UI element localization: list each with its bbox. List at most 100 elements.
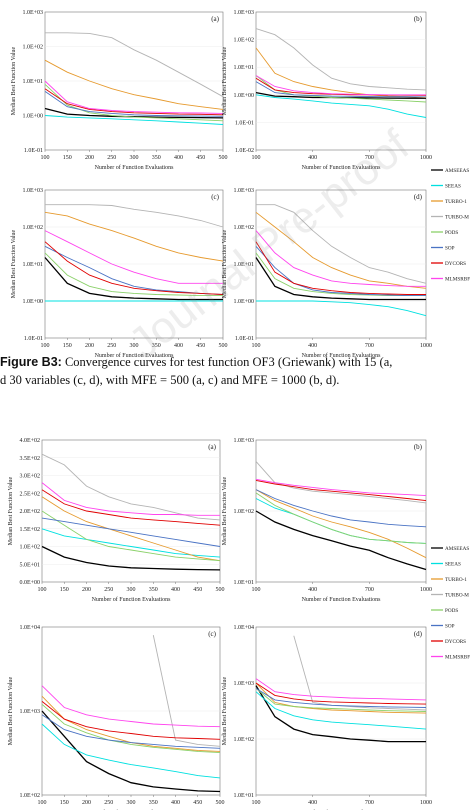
series-line-pods bbox=[41, 510, 221, 562]
y-axis-label: Median Best Function Value bbox=[11, 46, 17, 115]
panel-label: (c) bbox=[211, 193, 219, 201]
chart-panel-B3b: 1.0E-02 1.0E-01 1.0E+00 1.0E+01 1.0E+02 1.0E+… bbox=[222, 10, 432, 171]
y-tick-label: 1.0E+02 bbox=[233, 509, 254, 515]
series-line-amseeas bbox=[255, 685, 426, 743]
x-tick-label: 100 bbox=[41, 343, 50, 349]
x-tick-label: 250 bbox=[107, 343, 116, 349]
x-tick-label: 100 bbox=[252, 800, 261, 806]
x-tick-label: 350 bbox=[152, 343, 161, 349]
series-line-dycors bbox=[255, 241, 426, 295]
series-line-amseeas bbox=[255, 510, 427, 571]
y-tick-label: 5.0E+01 bbox=[19, 562, 40, 568]
figure-caption-label: Figure B3: bbox=[0, 355, 62, 369]
y-tick-label: 1.0E-01 bbox=[24, 336, 43, 342]
series-line-pods bbox=[255, 688, 427, 712]
y-tick-label: 1.0E+02 bbox=[233, 38, 254, 44]
y-tick-label: 2.0E+02 bbox=[19, 509, 40, 515]
series-line-sop bbox=[255, 688, 427, 708]
x-tick-label: 450 bbox=[193, 587, 202, 593]
series-line-mlmsrbf bbox=[41, 482, 220, 516]
x-tick-label: 100 bbox=[38, 587, 47, 593]
x-tick-label: 100 bbox=[38, 800, 47, 806]
series-line-amseeas bbox=[44, 257, 223, 301]
y-tick-label: 1.0E+03 bbox=[233, 681, 254, 687]
series-line-dycors bbox=[255, 682, 427, 705]
series-line-turbo-1 bbox=[255, 211, 427, 289]
legend: AMSEEAS SEEAS TURBO-1 TURBO-M PODS SOP DYCORS M… bbox=[431, 546, 470, 661]
x-tick-label: 200 bbox=[82, 800, 91, 806]
y-axis-label: Median Best Function Value bbox=[222, 676, 228, 745]
x-tick-label: 1000 bbox=[420, 587, 432, 593]
x-tick-label: 200 bbox=[85, 155, 94, 161]
series-line-pods bbox=[41, 703, 221, 754]
x-axis-label: Number of Function Evaluations bbox=[302, 596, 381, 603]
legend-label: TURBO-M bbox=[445, 215, 469, 221]
y-tick-label: 1.0E+00 bbox=[22, 299, 43, 305]
legend-label: SOP bbox=[445, 246, 455, 252]
series-line-seeas bbox=[41, 723, 221, 779]
y-tick-label: 1.0E+01 bbox=[233, 262, 254, 268]
y-tick-label: 1.0E+03 bbox=[233, 188, 254, 194]
x-tick-label: 500 bbox=[219, 155, 228, 161]
series-line-mlmsrbf bbox=[255, 478, 427, 497]
chart-panel-B4c: 1.0E+02 1.0E+03 1.0E+04 100 150 200 250 300 350 4… bbox=[8, 625, 225, 810]
series-line-dycors bbox=[44, 88, 224, 116]
y-axis-label: Median Best Function Value bbox=[222, 46, 228, 115]
panel-label: (a) bbox=[208, 443, 216, 451]
y-tick-label: 1.0E+02 bbox=[233, 225, 254, 231]
series-line-sop bbox=[255, 246, 426, 297]
chart-panel-B4b: 1.0E+01 1.0E+02 1.0E+03 100 400 700 1000 Number… bbox=[222, 438, 432, 603]
y-tick-label: 1.0E+02 bbox=[22, 45, 43, 51]
x-tick-label: 400 bbox=[308, 343, 317, 349]
y-axis-label: Median Best Function Value bbox=[11, 229, 17, 298]
series-line-turbo-1 bbox=[255, 489, 427, 559]
legend-label: SEEAS bbox=[445, 562, 461, 568]
series-line-turbo-m bbox=[45, 204, 224, 228]
series-line-mlmsrbf bbox=[255, 678, 427, 701]
series-line-turbo-1 bbox=[255, 682, 427, 714]
series-line-turbo-m bbox=[293, 635, 427, 711]
x-axis-label: Number of Function Evaluations bbox=[302, 352, 381, 359]
x-tick-label: 200 bbox=[85, 343, 94, 349]
y-tick-label: 1.0E-02 bbox=[235, 148, 254, 154]
series-line-dycors bbox=[255, 479, 427, 502]
y-tick-label: 1.0E+01 bbox=[233, 793, 254, 799]
series-line-turbo-1 bbox=[41, 496, 221, 562]
y-tick-label: 1.0E+03 bbox=[233, 438, 254, 444]
series-line-mlmsrbf bbox=[255, 75, 426, 96]
y-axis-label: Median Best Function Value bbox=[222, 476, 228, 545]
panel-label: (d) bbox=[414, 193, 423, 201]
legend-label: TURBO-1 bbox=[445, 199, 467, 205]
x-tick-label: 1000 bbox=[420, 155, 432, 161]
y-tick-label: 1.0E+01 bbox=[233, 580, 254, 586]
legend: AMSEEAS SEEAS TURBO-1 TURBO-M PODS SOP DYCORS M… bbox=[431, 168, 470, 283]
legend-label: AMSEEAS bbox=[445, 546, 469, 552]
series-line-pods bbox=[255, 75, 427, 103]
y-tick-label: 1.0E+02 bbox=[22, 225, 43, 231]
series-line-turbo-1 bbox=[44, 59, 224, 110]
y-tick-label: 1.5E+02 bbox=[19, 527, 40, 533]
chart-panel-B4a: 0.0E+00 5.0E+01 1.0E+02 1.5E+02 2.0E+02 2.5E+… bbox=[8, 438, 225, 603]
y-axis-label: Median Best Function Value bbox=[222, 229, 228, 298]
chart-panel-B3a: 1.0E-01 1.0E+00 1.0E+01 1.0E+02 1.0E+03 100 15… bbox=[11, 10, 228, 171]
legend-label: PODS bbox=[445, 608, 458, 614]
y-tick-label: 1.0E-01 bbox=[24, 148, 43, 154]
y-tick-label: 1.0E+04 bbox=[19, 625, 40, 631]
series-line-amseeas bbox=[41, 545, 221, 571]
series-line-mlmsrbf bbox=[255, 230, 426, 287]
series-line-mlmsrbf bbox=[44, 230, 223, 284]
series-line-seeas bbox=[255, 691, 427, 730]
x-axis-label: Number of Function Evaluations bbox=[95, 164, 174, 171]
y-tick-label: 1.0E-01 bbox=[235, 336, 254, 342]
legend-label: AMSEEAS bbox=[445, 168, 469, 174]
series-line-seeas bbox=[255, 94, 427, 118]
legend-label: DYCORS bbox=[445, 261, 466, 267]
x-tick-label: 150 bbox=[60, 587, 69, 593]
x-axis-label: Number of Function Evaluations bbox=[95, 352, 174, 359]
x-tick-label: 350 bbox=[149, 587, 158, 593]
series-line-sop bbox=[44, 91, 224, 117]
legend-label: TURBO-1 bbox=[445, 577, 467, 583]
y-tick-label: 2.5E+02 bbox=[19, 491, 40, 497]
y-tick-label: 1.0E+02 bbox=[233, 737, 254, 743]
x-tick-label: 1000 bbox=[420, 343, 432, 349]
